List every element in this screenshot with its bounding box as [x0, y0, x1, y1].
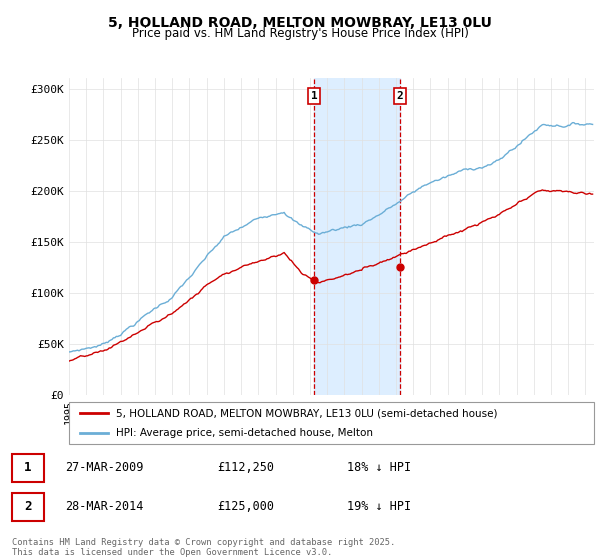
Text: 19% ↓ HPI: 19% ↓ HPI	[347, 501, 411, 514]
Bar	[12, 493, 44, 521]
Text: 28-MAR-2014: 28-MAR-2014	[65, 501, 143, 514]
Text: 2: 2	[24, 501, 32, 514]
Bar	[314, 78, 400, 395]
Text: 18% ↓ HPI: 18% ↓ HPI	[347, 461, 411, 474]
Text: 5, HOLLAND ROAD, MELTON MOWBRAY, LE13 0LU: 5, HOLLAND ROAD, MELTON MOWBRAY, LE13 0L…	[108, 16, 492, 30]
Text: 1: 1	[24, 461, 32, 474]
Bar	[12, 454, 44, 482]
Text: £112,250: £112,250	[218, 461, 275, 474]
FancyBboxPatch shape	[69, 402, 594, 444]
Text: Price paid vs. HM Land Registry's House Price Index (HPI): Price paid vs. HM Land Registry's House …	[131, 27, 469, 40]
Text: 27-MAR-2009: 27-MAR-2009	[65, 461, 143, 474]
Text: 1: 1	[311, 91, 317, 101]
Text: 2: 2	[397, 91, 403, 101]
Text: Contains HM Land Registry data © Crown copyright and database right 2025.
This d: Contains HM Land Registry data © Crown c…	[12, 538, 395, 557]
Text: 5, HOLLAND ROAD, MELTON MOWBRAY, LE13 0LU (semi-detached house): 5, HOLLAND ROAD, MELTON MOWBRAY, LE13 0L…	[116, 408, 498, 418]
Text: £125,000: £125,000	[218, 501, 275, 514]
Text: HPI: Average price, semi-detached house, Melton: HPI: Average price, semi-detached house,…	[116, 428, 373, 438]
